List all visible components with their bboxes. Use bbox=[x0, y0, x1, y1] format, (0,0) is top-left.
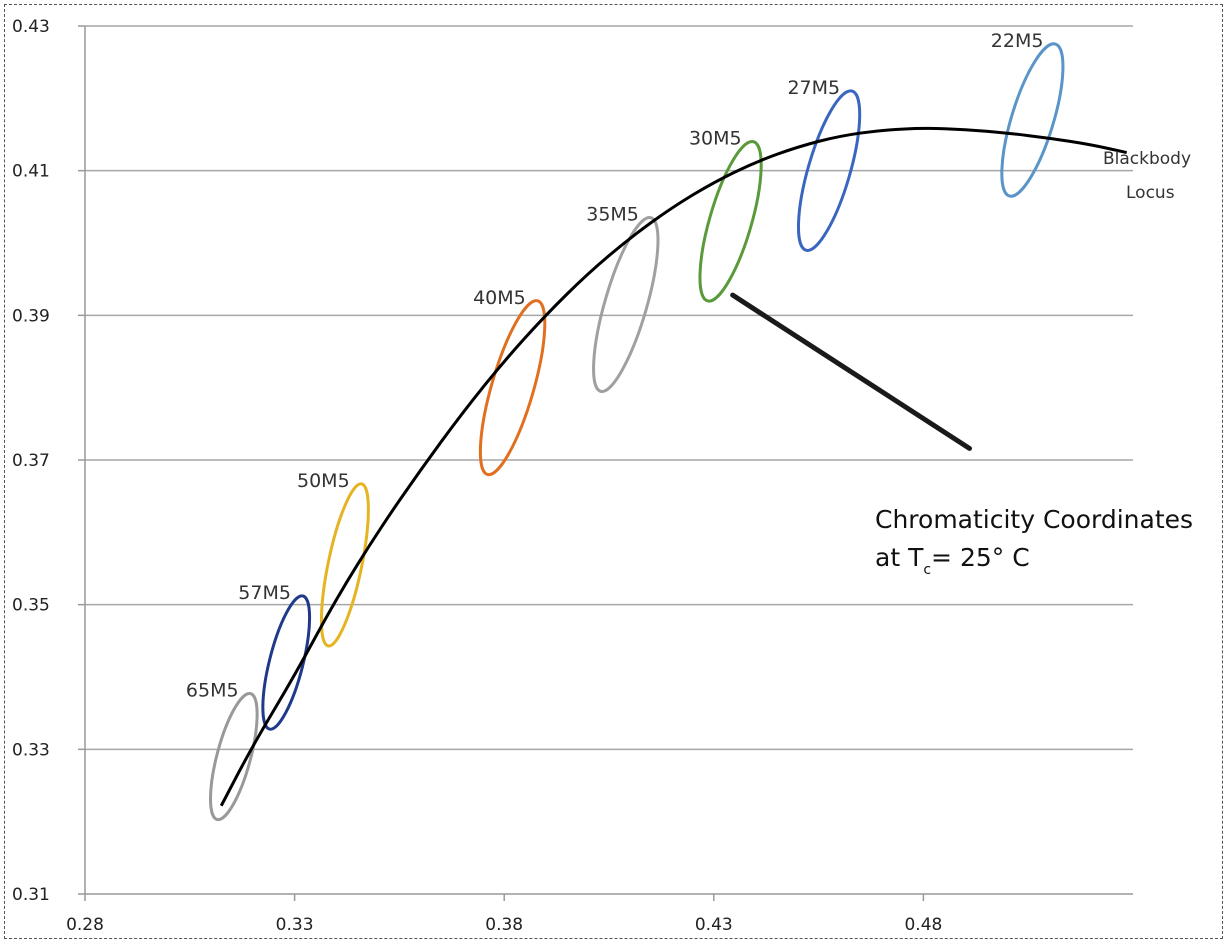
callout-line2-subscript: c bbox=[923, 562, 931, 578]
y-tick-labels: 0.31 0.33 0.35 0.37 0.39 0.41 0.43 bbox=[12, 17, 85, 905]
y-tick-label: 0.37 bbox=[12, 451, 50, 471]
y-tick-label: 0.43 bbox=[12, 17, 50, 37]
callout-pointer-line bbox=[730, 292, 973, 451]
ellipse-label-40m5: 40M5 bbox=[473, 287, 526, 309]
x-tick-label: 0.48 bbox=[904, 915, 942, 935]
ellipse-label-65m5: 65M5 bbox=[186, 680, 239, 702]
callout-line2: at Tc= 25° C bbox=[875, 543, 1030, 578]
ellipses: 65M5 57M5 50M5 40M5 35M5 30M5 27M5 22M5 bbox=[186, 30, 1065, 822]
locus-label-line1: Blackbody bbox=[1103, 149, 1191, 169]
callout-line1: Chromaticity Coordinates bbox=[875, 505, 1193, 534]
ellipse-30m5 bbox=[698, 140, 763, 303]
chart-frame bbox=[4, 4, 1223, 939]
callout-line2-prefix: at T bbox=[875, 543, 924, 572]
ellipse-label-50m5: 50M5 bbox=[297, 470, 350, 492]
y-tick-label: 0.39 bbox=[12, 306, 50, 326]
x-tick-label: 0.38 bbox=[485, 915, 523, 935]
ellipse-40m5 bbox=[478, 299, 547, 477]
y-tick-label: 0.35 bbox=[12, 596, 50, 616]
ellipse-57m5 bbox=[261, 594, 312, 731]
blackbody-locus-curve bbox=[219, 126, 1128, 807]
x-tick-label: 0.28 bbox=[66, 915, 104, 935]
locus-label-line2: Locus bbox=[1126, 183, 1175, 203]
x-tick-label: 0.43 bbox=[695, 915, 733, 935]
ellipse-65m5 bbox=[208, 691, 259, 822]
y-tick-label: 0.41 bbox=[12, 162, 50, 182]
y-tick-label: 0.33 bbox=[12, 740, 50, 760]
x-tick-label: 0.33 bbox=[276, 915, 314, 935]
ellipse-label-35m5: 35M5 bbox=[586, 204, 639, 226]
ellipse-35m5 bbox=[592, 215, 660, 393]
x-tick-labels: 0.28 0.33 0.38 0.43 0.48 bbox=[66, 894, 942, 935]
ellipse-22m5 bbox=[1000, 42, 1065, 198]
ellipse-label-57m5: 57M5 bbox=[238, 582, 291, 604]
ellipse-label-22m5: 22M5 bbox=[991, 30, 1044, 52]
callout-line2-suffix: = 25° C bbox=[931, 543, 1030, 572]
grid-lines bbox=[85, 25, 1133, 751]
y-tick-label: 0.31 bbox=[12, 885, 50, 905]
ellipse-label-27m5: 27M5 bbox=[787, 77, 840, 99]
ellipse-label-30m5: 30M5 bbox=[689, 128, 742, 150]
ellipse-50m5 bbox=[319, 482, 370, 648]
ellipse-27m5 bbox=[796, 89, 862, 252]
